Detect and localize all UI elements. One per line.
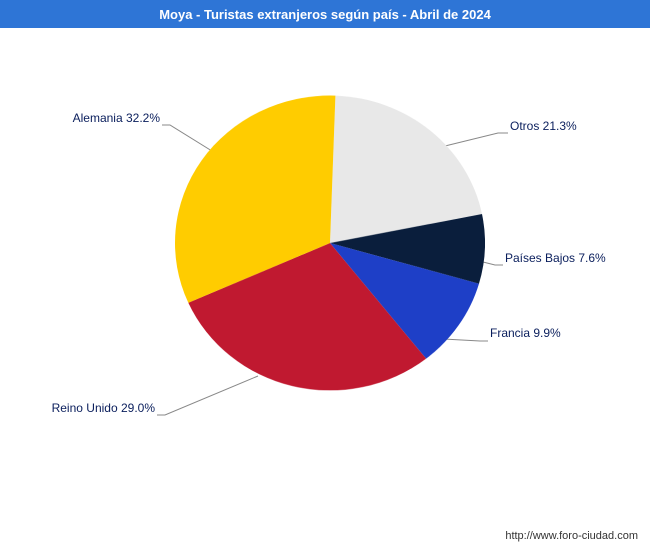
slice-label: Reino Unido 29.0% [52,401,155,415]
pie-container [175,96,485,391]
slice-label: Alemania 32.2% [73,111,160,125]
footer-credit: http://www.foro-ciudad.com [505,530,638,542]
chart-title-bar: Moya - Turistas extranjeros según país -… [0,0,650,28]
chart-area: Otros 21.3% Países Bajos 7.6% Francia 9.9%… [0,28,650,518]
slice-label: Otros 21.3% [510,119,577,133]
pie-chart [175,96,485,391]
chart-title: Moya - Turistas extranjeros según país -… [159,7,491,22]
slice-label: Países Bajos 7.6% [505,251,606,265]
slice-label: Francia 9.9% [490,326,561,340]
